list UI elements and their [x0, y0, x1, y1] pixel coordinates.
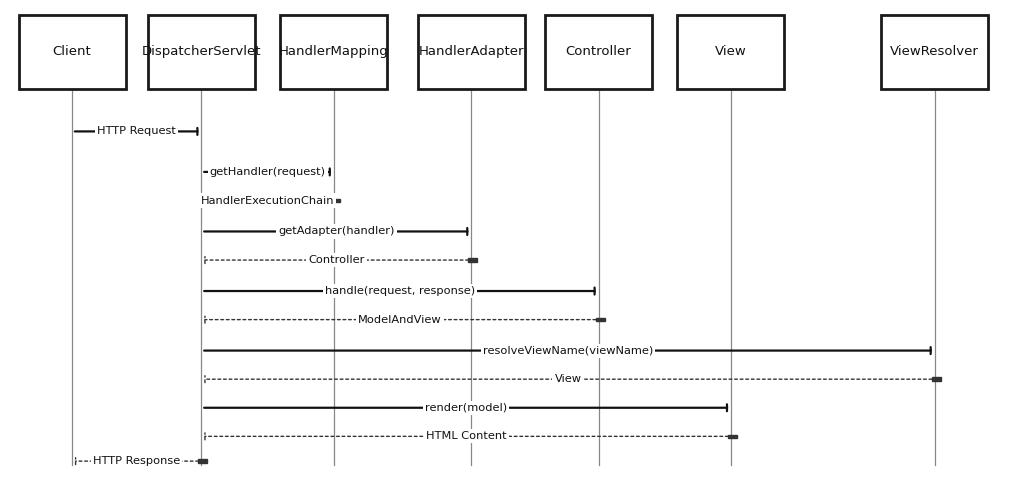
Text: ViewResolver: ViewResolver [890, 45, 979, 58]
Bar [331, 199, 340, 202]
Text: HTTP Response: HTTP Response [93, 456, 180, 466]
Text: View: View [555, 374, 582, 384]
Bar [728, 435, 737, 438]
Bar [468, 258, 477, 262]
Text: HTML Content: HTML Content [426, 431, 507, 442]
Text: DispatcherServlet: DispatcherServlet [141, 45, 261, 58]
Bar [882, 14, 988, 89]
Bar [545, 14, 652, 89]
Text: Controller: Controller [308, 255, 365, 265]
Text: render(model): render(model) [425, 403, 507, 413]
Bar [678, 14, 784, 89]
Bar [147, 14, 255, 89]
Text: View: View [715, 45, 746, 58]
Text: ModelAndView: ModelAndView [358, 315, 441, 324]
Bar [596, 318, 605, 321]
Bar [18, 14, 126, 89]
Bar [418, 14, 524, 89]
Text: HandlerMapping: HandlerMapping [279, 45, 389, 58]
Text: handle(request, response): handle(request, response) [325, 286, 475, 296]
Text: Client: Client [52, 45, 91, 58]
Bar [281, 14, 387, 89]
Bar [932, 377, 941, 381]
Text: getAdapter(handler): getAdapter(handler) [279, 227, 394, 237]
Text: HTTP Request: HTTP Request [97, 126, 176, 136]
Bar [199, 459, 208, 463]
Text: HandlerAdapter: HandlerAdapter [419, 45, 524, 58]
Text: Controller: Controller [565, 45, 632, 58]
Text: getHandler(request): getHandler(request) [210, 167, 326, 177]
Text: HandlerExecutionChain: HandlerExecutionChain [201, 196, 334, 205]
Text: resolveViewName(viewName): resolveViewName(viewName) [483, 346, 653, 356]
